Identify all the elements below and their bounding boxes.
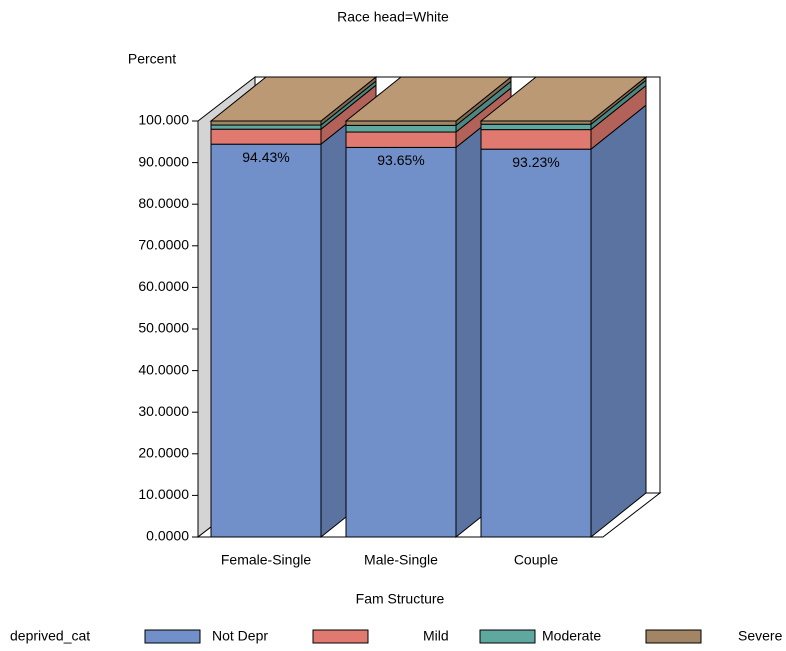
y-tick-label: 70.0000: [138, 237, 189, 253]
y-tick-label: 90.0000: [138, 153, 189, 169]
chart-title: Race head=White: [337, 9, 449, 25]
x-tick-label: Male-Single: [364, 552, 438, 568]
bar-segment: [210, 120, 322, 126]
y-tick-label: 30.0000: [138, 403, 189, 419]
legend-swatch: [144, 629, 201, 644]
bar-segment: [345, 131, 457, 148]
bar-segment: [345, 124, 457, 133]
value-label: 93.65%: [377, 152, 424, 168]
x-axis-label: Fam Structure: [356, 591, 445, 607]
legend-swatch: [312, 629, 369, 644]
bar-segment: [345, 120, 457, 126]
bar-top: [479, 76, 648, 122]
y-tick-label: 20.0000: [138, 445, 189, 461]
legend-label: Severe: [738, 628, 783, 644]
legend-swatch: [645, 629, 702, 644]
y-tick-label: 50.0000: [138, 320, 189, 336]
y-tick-label: 100.000: [138, 112, 189, 128]
bar-top: [344, 76, 513, 122]
bar-segment: [480, 148, 592, 538]
bar-segment: [345, 146, 457, 538]
value-label: 94.43%: [242, 149, 289, 165]
bar-segment: [210, 124, 322, 130]
y-tick-label: 40.0000: [138, 361, 189, 377]
bar-segment: [210, 143, 322, 538]
bar-top: [209, 76, 378, 122]
legend-title: deprived_cat: [10, 628, 90, 644]
bar-segment: [480, 129, 592, 150]
legend-label: Not Depr: [212, 628, 268, 644]
value-label: 93.23%: [512, 154, 559, 170]
x-tick-label: Female-Single: [221, 552, 311, 568]
y-tick-label: 0.0000: [146, 528, 189, 544]
y-axis-label: Percent: [128, 51, 176, 67]
bar-segment: [210, 128, 322, 145]
legend-label: Mild: [423, 628, 449, 644]
bar-side: [590, 104, 647, 539]
x-tick-label: Couple: [514, 552, 559, 568]
y-tick-label: 60.0000: [138, 278, 189, 294]
bar-segment: [480, 123, 592, 131]
y-tick-label: 10.0000: [138, 486, 189, 502]
legend-swatch: [479, 629, 536, 644]
y-tick-label: 80.0000: [138, 195, 189, 211]
legend-label: Moderate: [542, 628, 601, 644]
